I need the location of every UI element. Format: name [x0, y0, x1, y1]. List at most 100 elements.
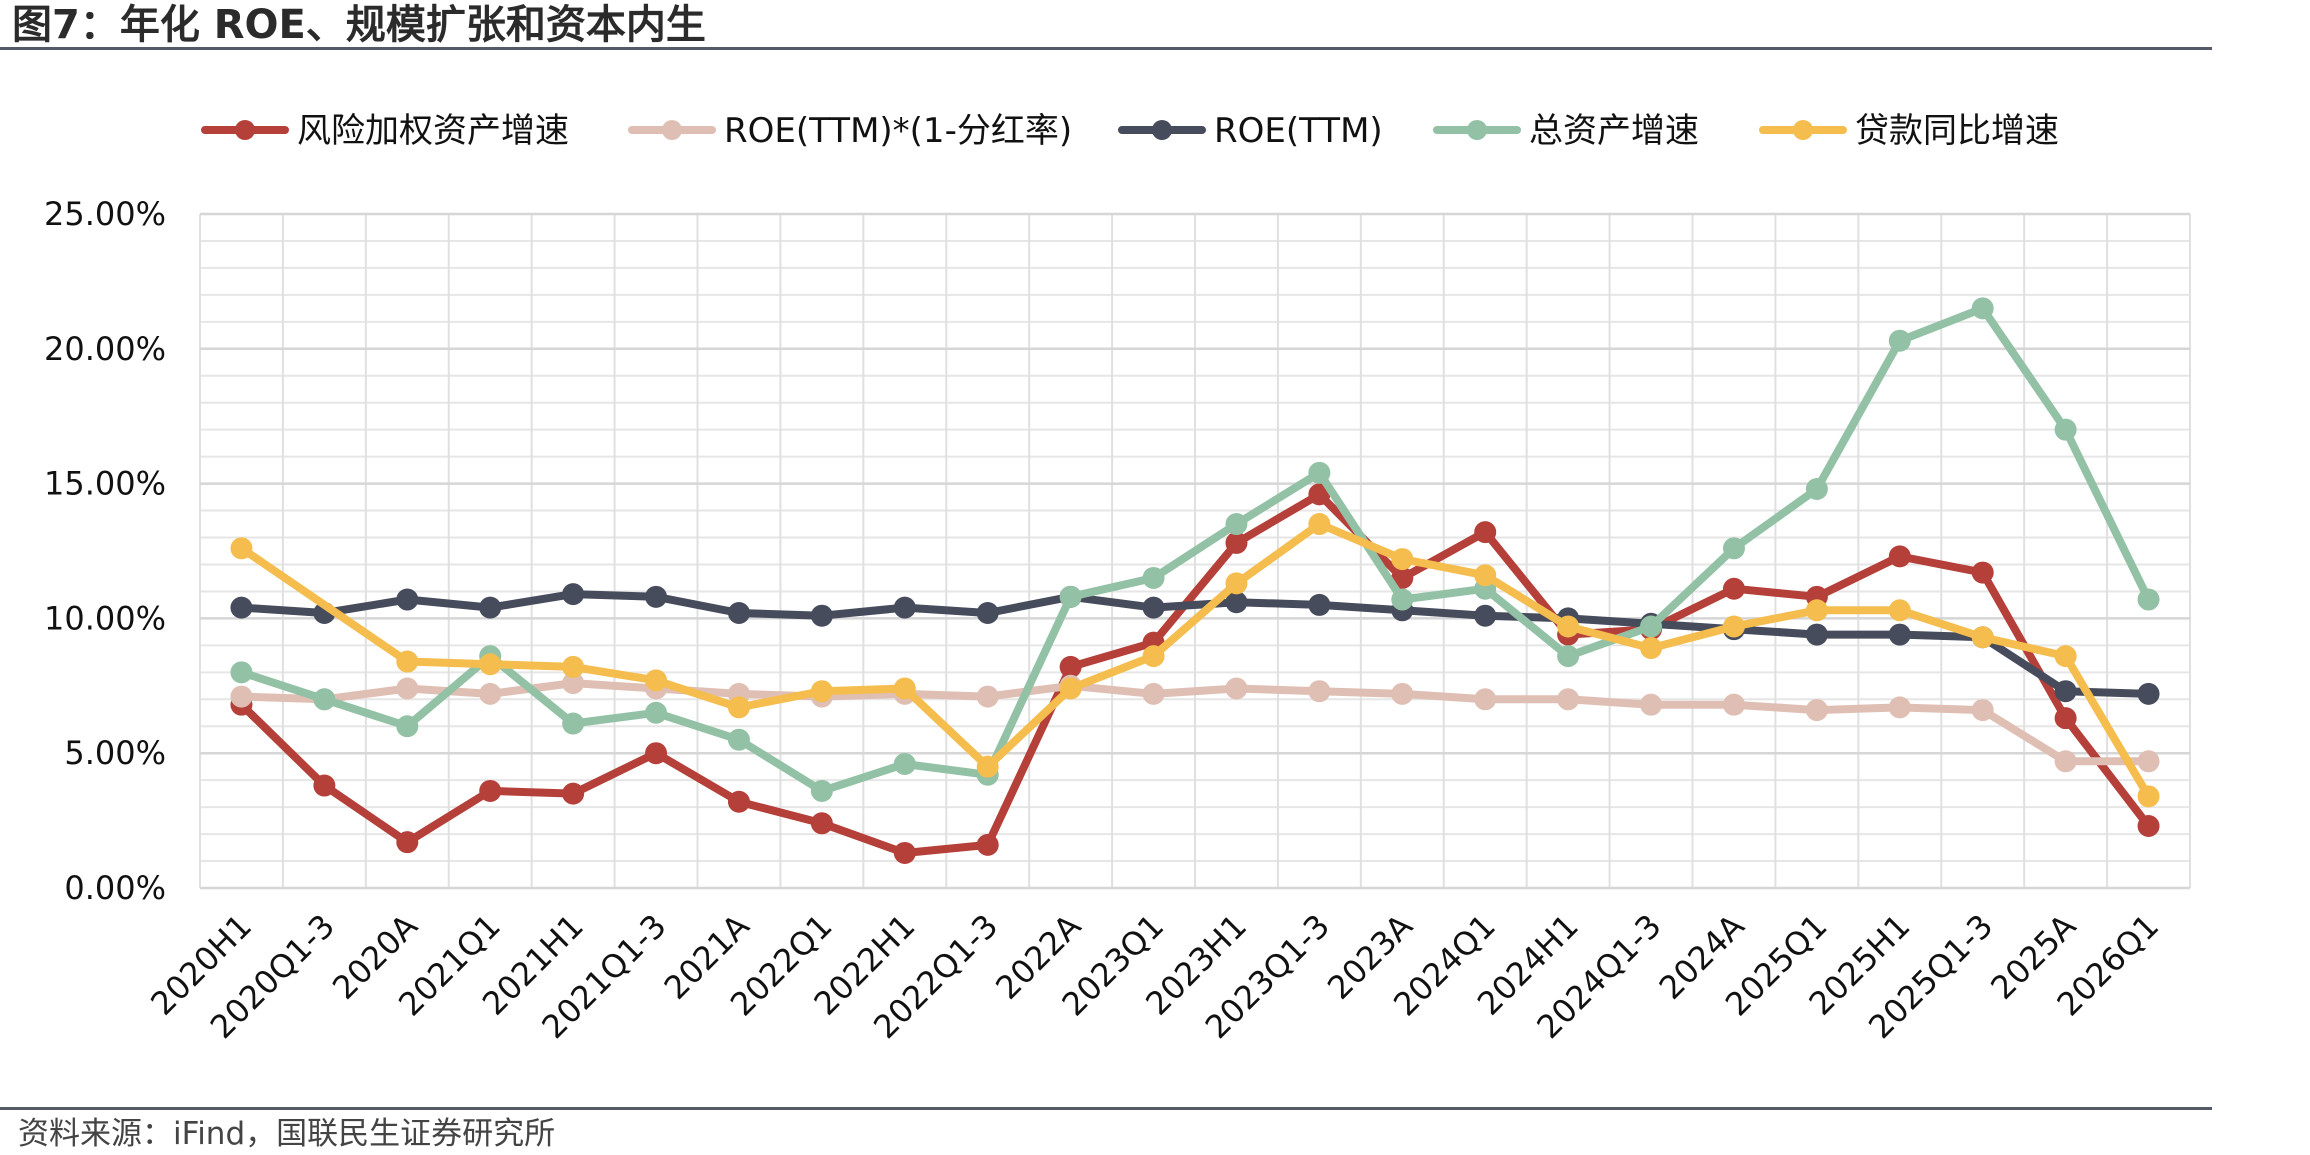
legend-label: 贷款同比增速 — [1855, 111, 2059, 151]
data-point — [479, 596, 502, 619]
data-point — [479, 682, 502, 705]
data-point — [1888, 329, 1911, 352]
data-point — [1059, 585, 1082, 608]
legend-swatch-marker — [1793, 120, 1813, 140]
data-point — [645, 669, 668, 692]
data-point — [479, 653, 502, 676]
data-point — [976, 755, 999, 778]
data-point — [1308, 593, 1331, 616]
series-4 — [230, 513, 2160, 808]
legend-item: 风险加权资产增速 — [201, 111, 569, 151]
data-point — [810, 812, 833, 835]
data-point — [1971, 561, 1994, 584]
data-point — [1722, 537, 1745, 560]
data-point — [2054, 645, 2077, 668]
line-chart: 风险加权资产增速 ROE(TTM)*(1-分红率) ROE(TTM) 总资产增速 贷款同… — [44, 111, 2191, 1046]
legend-label: 总资产增速 — [1529, 111, 1699, 151]
data-point — [313, 774, 336, 797]
source-rule — [0, 1107, 2212, 1110]
legend-item: 总资产增速 — [1433, 111, 1699, 151]
data-point — [1474, 521, 1497, 544]
data-point — [1142, 682, 1165, 705]
legend-label: ROE(TTM)*(1-分红率) — [724, 111, 1072, 151]
data-point — [1308, 513, 1331, 536]
data-point — [1142, 566, 1165, 589]
data-point — [2054, 750, 2077, 773]
data-point — [1059, 655, 1082, 678]
data-point — [810, 604, 833, 627]
data-point — [1557, 688, 1580, 711]
data-point — [2054, 680, 2077, 703]
y-tick-label: 25.00% — [44, 195, 166, 233]
data-point — [396, 650, 419, 673]
data-point — [810, 779, 833, 802]
data-point — [562, 655, 585, 678]
legend-item: ROE(TTM) — [1118, 111, 1383, 151]
chart-legend: 风险加权资产增速 ROE(TTM)*(1-分红率) ROE(TTM) 总资产增速 贷款同… — [201, 111, 2059, 151]
data-point — [976, 833, 999, 856]
data-point — [1225, 677, 1248, 700]
data-point — [1971, 699, 1994, 722]
series-3 — [230, 297, 2160, 802]
y-tick-label: 15.00% — [44, 465, 166, 503]
x-axis: 2020H12020Q1-32020A2021Q12021H12021Q1-32… — [143, 907, 2166, 1046]
data-point — [1805, 599, 1828, 622]
figure-title: 图7：年化 ROE、规模扩张和资本内生 — [12, 2, 706, 48]
y-tick-label: 20.00% — [44, 330, 166, 368]
data-point — [562, 672, 585, 695]
data-point — [2054, 418, 2077, 441]
data-point — [1225, 572, 1248, 595]
data-point — [645, 585, 668, 608]
legend-swatch-marker — [1152, 120, 1172, 140]
data-point — [1888, 545, 1911, 568]
data-point — [396, 677, 419, 700]
data-point — [645, 701, 668, 724]
data-point — [313, 688, 336, 711]
data-point — [1805, 623, 1828, 646]
series-line — [237, 490, 2153, 857]
data-point — [1474, 688, 1497, 711]
data-point — [230, 661, 253, 684]
data-point — [893, 677, 916, 700]
data-point — [810, 680, 833, 703]
data-point — [1391, 548, 1414, 571]
data-point — [645, 742, 668, 765]
data-point — [2137, 814, 2160, 837]
data-point — [727, 790, 750, 813]
data-point — [1805, 699, 1828, 722]
data-point — [1391, 682, 1414, 705]
data-point — [1474, 564, 1497, 587]
data-point — [1722, 693, 1745, 716]
data-point — [1391, 566, 1414, 589]
data-point — [1474, 604, 1497, 627]
data-point — [727, 728, 750, 751]
data-point — [1640, 615, 1663, 638]
data-point — [1142, 596, 1165, 619]
legend-item: 贷款同比增速 — [1759, 111, 2059, 151]
data-point — [976, 602, 999, 625]
data-point — [1225, 591, 1248, 614]
data-point — [1557, 615, 1580, 638]
data-point — [1722, 615, 1745, 638]
data-point — [230, 537, 253, 560]
data-point — [976, 685, 999, 708]
data-point — [1391, 588, 1414, 611]
data-point — [1308, 680, 1331, 703]
legend-label: 风险加权资产增速 — [297, 111, 569, 151]
data-point — [2137, 588, 2160, 611]
y-axis: 0.00% 5.00% 10.00% 15.00% 20.00% 25.00% — [44, 195, 166, 907]
data-point — [2054, 707, 2077, 730]
series-line — [237, 304, 2153, 795]
data-point — [2137, 785, 2160, 808]
data-point — [479, 779, 502, 802]
legend-label: ROE(TTM) — [1214, 111, 1383, 151]
title-rule — [0, 47, 2212, 50]
data-point — [893, 752, 916, 775]
y-tick-label: 10.00% — [44, 599, 166, 637]
legend-swatch-marker — [235, 120, 255, 140]
data-point — [396, 831, 419, 854]
y-tick-label: 5.00% — [64, 734, 166, 772]
data-point — [1888, 623, 1911, 646]
data-point — [1308, 483, 1331, 506]
data-point — [1722, 577, 1745, 600]
